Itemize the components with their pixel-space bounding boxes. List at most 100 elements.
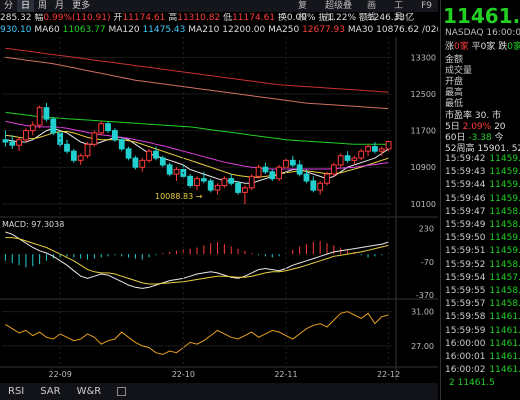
candle-body [64, 143, 70, 152]
date-axis-label: 22-10 [172, 370, 195, 379]
tick-price: 11458.4 [489, 259, 520, 270]
macd-axis-label: -370 [416, 291, 434, 300]
candle-body [91, 132, 98, 145]
menu-tools[interactable]: 工具 [394, 1, 404, 23]
candle-body [276, 166, 283, 180]
tick-price: 11459.6 [489, 180, 520, 191]
tick-time: 15:59:58 [445, 312, 486, 323]
change-label: 幅 [34, 13, 44, 23]
candle-body [146, 150, 152, 161]
candle-body [269, 171, 276, 180]
tick-time: 15:59:59 [445, 325, 486, 336]
open-label: 开 [113, 13, 123, 23]
candle-body [214, 185, 221, 191]
w52-value: 15901. [477, 144, 509, 154]
candle-body [289, 159, 296, 166]
tab-rsi[interactable]: RSI [8, 386, 25, 397]
period-month[interactable]: 月 [55, 1, 65, 11]
amount-value: 1246.33亿 [367, 13, 415, 23]
candle-body [365, 146, 371, 152]
tick-price: 11459.2 [489, 233, 520, 244]
tab-sar[interactable]: SAR [40, 386, 61, 397]
period-minute[interactable]: 分 [4, 1, 14, 11]
tick-time: 16:00:02 [445, 365, 486, 376]
turnover-label: 换 [277, 13, 287, 23]
candle-body [242, 187, 248, 193]
period-more[interactable]: 更多 [72, 1, 91, 11]
candle-body [16, 139, 22, 146]
exchange-time: NASDAQ 16:00:02 [445, 28, 520, 38]
tick-price: 11459.74 [489, 154, 520, 164]
candle-body [132, 157, 139, 168]
ma250-value: 12677.93 [302, 25, 346, 35]
ma-legend: 930.10 MA60 11063.77 MA120 11475.43 MA21… [0, 25, 438, 36]
d5-value: 2.09% [462, 122, 492, 132]
tick-price: 11458.6 [489, 299, 520, 310]
tick-time: 15:59:42 [445, 154, 486, 164]
period-week[interactable]: 周 [38, 1, 48, 11]
ma210-value: 12200.00 [222, 25, 266, 35]
candle-body [324, 173, 330, 184]
candle-body [50, 118, 57, 134]
candle-body [153, 150, 159, 159]
low-label: 低 [223, 13, 233, 23]
candle-body [118, 139, 125, 150]
kline-chart-area[interactable]: 13300 12500 11700 10900 10100 10088.83 → MACD:… [0, 37, 438, 380]
macd-dif-line [5, 231, 389, 289]
menu-fuquan[interactable]: 复权 [298, 1, 308, 23]
tick-price: 11459.6 [489, 167, 520, 178]
change-value: 0.99%(110.91) [43, 13, 111, 23]
field-open: 开盘 [445, 77, 464, 87]
tick-price: 11461.5 [489, 325, 520, 336]
ma120-value: 11475.43 [142, 25, 186, 35]
tick-price: 11461.2 [489, 312, 520, 323]
candle-body [36, 107, 43, 126]
open-value: 11174.61 [122, 13, 166, 23]
ma-fragment: 930.10 [0, 25, 32, 35]
menu-draw[interactable]: 画线 [367, 1, 377, 23]
osc-axis-label: 27.00 [411, 342, 434, 351]
period-day[interactable]: 日 [17, 0, 35, 12]
candle-body [303, 173, 310, 182]
tick-price: 11461.5 [489, 338, 520, 349]
d5-row: 5日 2.09% 20 [445, 119, 506, 132]
candle-body [228, 178, 235, 184]
tick-time: 15:59:43 [445, 167, 486, 178]
candle-body [317, 182, 324, 191]
ma60-value: 11063.77 [62, 25, 106, 35]
price-axis-label: 13300 [411, 53, 436, 62]
indicator-tabs: RSI SAR W&R [0, 383, 438, 400]
date-axis-label: 22-09 [49, 370, 72, 379]
square-icon[interactable] [117, 387, 127, 396]
candle-body [310, 180, 317, 191]
tick-time: 15:59:55 [445, 286, 486, 296]
candle-body [255, 166, 262, 177]
ma210-label: MA210 [188, 25, 220, 35]
candle-body [9, 141, 16, 146]
ma120-label: MA120 [108, 25, 140, 35]
period-toolbar: 分 日 周 月 更多 复权 超级叠加 画线 工具 F9 [0, 0, 438, 23]
tick-price: 11458.1 [489, 286, 520, 296]
menu-overlay[interactable]: 超级叠加 [325, 1, 353, 23]
candle-body [139, 159, 146, 168]
field-volume: 成交量 [445, 66, 473, 76]
menu-f9[interactable]: F9 [421, 1, 432, 11]
candle-body [23, 130, 29, 141]
tick-price: 11461.5 [489, 365, 520, 376]
tick-time: 15:59:44 [445, 180, 486, 191]
candle-body [235, 182, 241, 193]
tool-menu: 复权 超级叠加 画线 工具 F9 [292, 0, 438, 24]
date-axis-label: 22-12 [377, 370, 400, 379]
price-axis-label: 10100 [411, 200, 436, 209]
tab-wr[interactable]: W&R [76, 386, 102, 397]
mkt-label: 市 [492, 111, 502, 121]
price-axis-label: 11700 [411, 127, 436, 136]
tick-time: 16:00:01 [445, 352, 486, 362]
d5-extra: 20 [494, 122, 506, 132]
candle-body [351, 157, 358, 161]
